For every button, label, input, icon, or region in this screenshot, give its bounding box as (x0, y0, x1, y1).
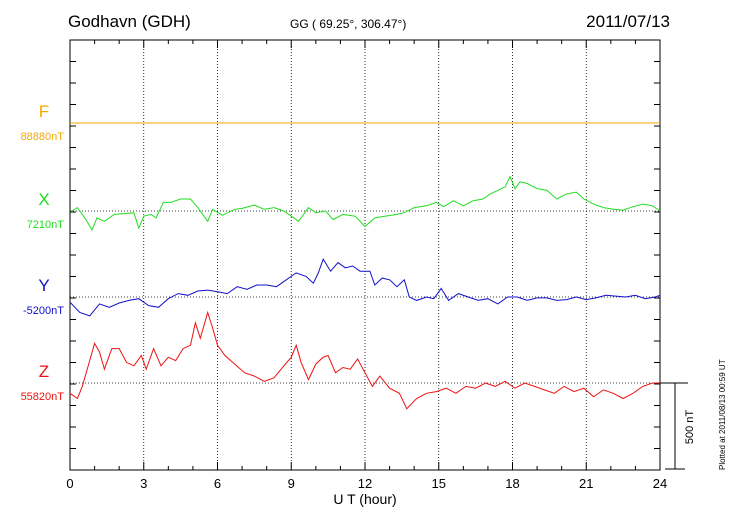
header-station: Godhavn (GDH) (68, 12, 191, 31)
header-date: 2011/07/13 (586, 12, 670, 31)
x-tick-label: 3 (140, 476, 147, 491)
series-lines (69, 122, 661, 410)
y-ticks (70, 39, 660, 471)
x-axis-label: U T (hour) (333, 491, 396, 507)
x-tick-label: 0 (66, 476, 73, 491)
series-name-f: F (39, 102, 49, 121)
grid-lines (143, 40, 587, 470)
x-tick-label: 6 (214, 476, 221, 491)
x-tick-label: 24 (653, 476, 667, 491)
scale-bar: 500 nT (660, 382, 696, 470)
x-axis: 0 3 6 9 12 15 18 21 24 (66, 40, 667, 491)
plotted-timestamp: Plotted at 2011/08/13 00:59 UT (718, 359, 727, 470)
series-line-x (69, 175, 661, 232)
baseline-value-f: 88880nT (21, 131, 65, 143)
x-tick-label: 15 (432, 476, 446, 491)
series-name-y: Y (38, 276, 49, 295)
x-tick-label: 18 (505, 476, 519, 491)
baseline-value-y: -5200nT (23, 305, 64, 317)
header-coords: GG ( 69.25°, 306.47°) (290, 17, 407, 31)
series-labels: F 88880nT X 7210nT Y -5200nT Z 55820nT (21, 102, 65, 403)
plot-frame (69, 39, 661, 471)
x-tick-label: 21 (579, 476, 593, 491)
series-line-y (69, 258, 661, 317)
series-line-z (69, 310, 660, 410)
x-tick-label: 9 (288, 476, 295, 491)
x-tick-label: 12 (358, 476, 372, 491)
baseline-value-z: 55820nT (21, 391, 65, 403)
series-name-z: Z (39, 362, 49, 381)
series-name-x: X (38, 190, 49, 209)
baseline-value-x: 7210nT (27, 219, 65, 231)
scale-bar-label: 500 nT (684, 410, 696, 445)
